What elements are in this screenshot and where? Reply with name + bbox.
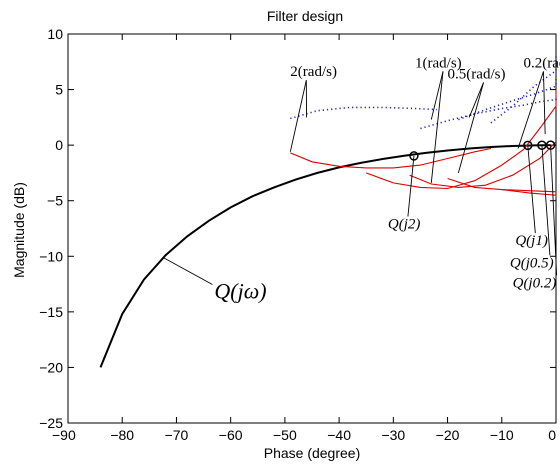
frequency-label: 0.5(rad/s) [448, 66, 506, 82]
x-tick-label: −80 [110, 427, 134, 443]
leader-line [289, 80, 307, 152]
leader-line [550, 145, 558, 276]
frequency-label: 1(rad/s) [415, 55, 462, 71]
x-tick-label: −50 [273, 427, 297, 443]
x-axis-label: Phase (degree) [264, 445, 361, 461]
q-point-label: Q(j0.2) [513, 275, 557, 291]
chart-title: Filter design [267, 8, 343, 24]
leader-line [541, 145, 551, 256]
series-line-red [290, 147, 492, 169]
plot-frame [67, 33, 557, 424]
leader-line-layer [162, 71, 558, 285]
series-line-dotted [420, 97, 557, 130]
x-tick-label: −90 [52, 427, 76, 443]
series-layer [99, 55, 557, 368]
series-line-red [366, 89, 557, 190]
y-tick-label: −20 [39, 359, 63, 375]
y-axis-label: Magnitude (dB) [11, 182, 27, 278]
leader-line [430, 71, 444, 183]
annotation-layer: 2(rad/s) 1(rad/s)0.5(rad/s) 0.2(rad/s) Q(j2… [214, 55, 560, 303]
y-tick-label: −5 [47, 193, 63, 209]
y-tick-label: 0 [55, 137, 63, 153]
x-tick-label: −10 [490, 427, 514, 443]
leader-line [430, 71, 444, 120]
leader-line [407, 155, 415, 217]
y-tick-label: −15 [39, 304, 63, 320]
x-tick-label: −40 [327, 427, 351, 443]
leader-line [527, 145, 536, 234]
y-tick-label: −10 [39, 248, 63, 264]
leader-line [517, 71, 544, 149]
x-tick-label: −20 [436, 427, 460, 443]
series-line-red [409, 141, 557, 188]
series-line-dotted [490, 55, 557, 124]
leader-line [468, 82, 484, 118]
tick-layer [67, 33, 557, 424]
q-point-label: Q(j1) [515, 233, 548, 249]
series-line-dotted [458, 78, 557, 121]
frequency-label: 0.2(rad/s) [523, 55, 560, 71]
frequency-label: 2(rad/s) [290, 64, 337, 80]
series-line-red [447, 177, 557, 193]
q-point-label: Q(j0.5) [510, 255, 554, 271]
tick-label-layer: −90 −80 −70 −60 −50 −40 −30 −20 −10 0−25−20−15−10… [39, 26, 556, 443]
series-line-dotted [290, 106, 437, 120]
series-line-red [501, 189, 557, 198]
x-tick-label: −70 [165, 427, 189, 443]
x-tick-label: 0 [548, 427, 556, 443]
x-tick-label: −30 [381, 427, 405, 443]
x-tick-label: −60 [219, 427, 243, 443]
leader-line [457, 82, 484, 174]
y-tick-label: −25 [39, 415, 63, 431]
q-point-label: Q(j2) [388, 217, 421, 233]
y-tick-label: 5 [55, 82, 63, 98]
leader-line [162, 257, 213, 285]
leader-line [543, 71, 546, 135]
curve-label: Q(jω) [214, 279, 266, 304]
y-tick-label: 10 [47, 26, 63, 42]
series-line-main [99, 144, 551, 368]
